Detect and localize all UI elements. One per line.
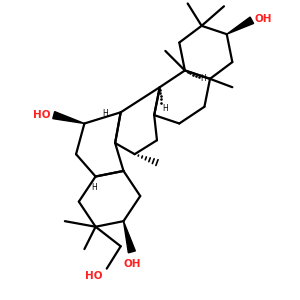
Text: H: H [162, 104, 168, 113]
Text: H: H [102, 109, 108, 118]
Text: OH: OH [255, 14, 272, 24]
Text: H: H [200, 74, 206, 83]
Polygon shape [53, 112, 84, 124]
Text: H: H [91, 184, 97, 193]
Text: OH: OH [123, 259, 141, 269]
Polygon shape [227, 17, 254, 34]
Text: HO: HO [85, 272, 103, 281]
Text: HO: HO [33, 110, 51, 120]
Polygon shape [124, 221, 135, 253]
